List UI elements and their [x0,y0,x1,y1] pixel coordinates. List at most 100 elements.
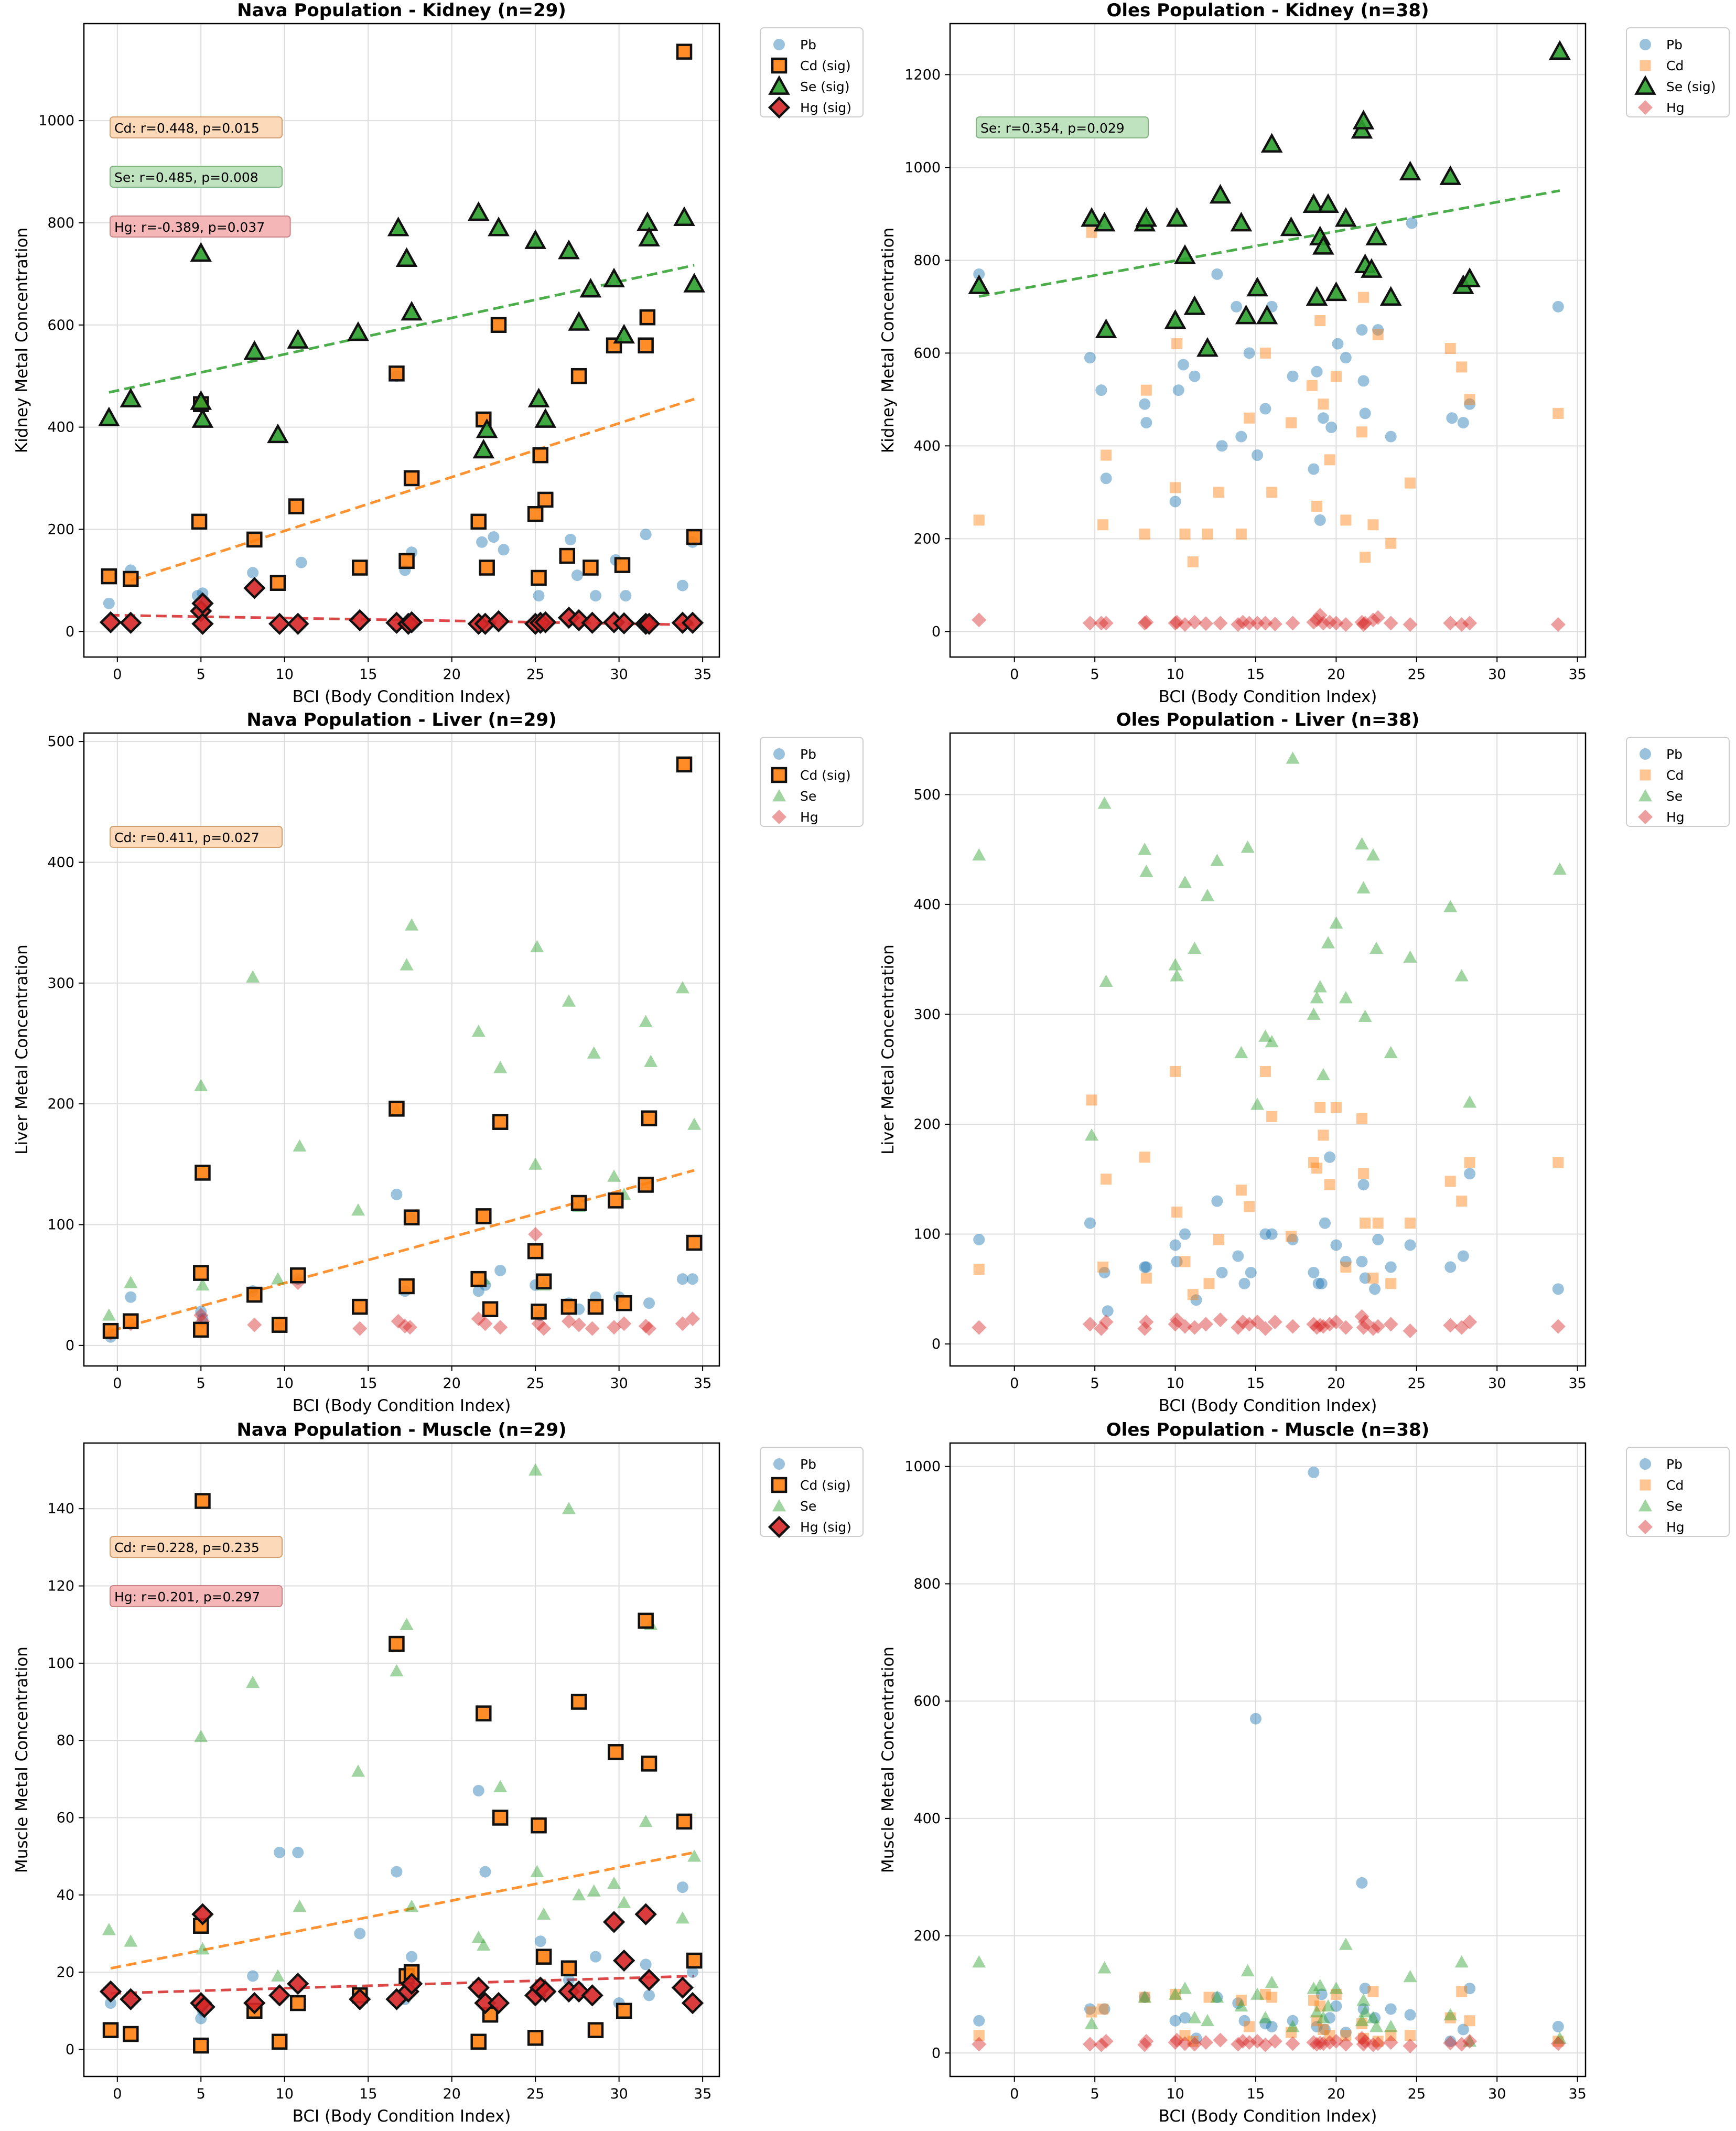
data-point [1322,615,1338,630]
x-tick-label: 5 [1091,1375,1099,1392]
data-point [1454,1320,1469,1335]
data-point [531,1304,547,1320]
y-tick-label: 200 [47,1096,74,1112]
data-point [120,1988,142,2010]
data-point [675,1911,689,1924]
data-point [191,513,208,530]
data-point [1259,1988,1271,2000]
data-point [1242,2035,1257,2050]
data-point [1187,556,1199,568]
data-point [1235,304,1257,325]
legend-label: Hg [1666,100,1685,115]
data-point [589,1951,601,1963]
data-point [471,1930,486,1943]
data-point [1403,617,1418,632]
legend-label: Hg [800,810,818,825]
legend-marker [768,1515,791,1538]
data-point [1329,616,1344,631]
data-point [196,1278,210,1291]
data-point [1097,1961,1112,1974]
data-point [687,1117,702,1130]
data-point [613,612,635,634]
stat-annotation-box [110,166,283,188]
data-point [482,1301,499,1317]
data-point [1309,2037,1324,2052]
data-point [1316,2036,1331,2051]
x-tick-label: 10 [1166,666,1184,683]
x-tick-label: 20 [443,666,461,683]
legend-label: Hg [1666,810,1685,825]
data-point [1444,342,1456,354]
plot-frame [83,732,720,1367]
data-point [1285,417,1297,428]
data-point [617,1316,632,1331]
data-point [292,1846,304,1858]
y-tick-label: 600 [913,345,941,361]
data-point [391,1314,406,1329]
data-point [570,1194,587,1211]
data-point [1137,1321,1152,1336]
data-point [1354,2031,1370,2046]
data-point [972,2037,987,2052]
data-point [1306,286,1328,306]
data-point [1094,1321,1109,1336]
data-point [972,848,986,860]
data-point [467,201,490,221]
x-tick-label: 0 [1010,666,1019,683]
data-point [1183,295,1206,315]
x-tick-label: 10 [276,2086,294,2102]
data-point [616,2003,632,2019]
data-point [1266,2020,1278,2032]
data-point [536,1321,552,1336]
data-point [1372,1218,1384,1229]
data-point [1259,347,1271,359]
legend-marker [772,1499,786,1512]
data-point [1210,854,1224,866]
data-point [1370,2019,1384,2032]
data-point [1306,1317,1321,1332]
data-point [287,1973,309,1995]
data-point [1139,615,1154,630]
data-point [579,277,602,298]
data-point [1443,900,1458,912]
data-point [1549,40,1571,60]
data-point [390,1664,404,1676]
data-point [1164,309,1187,329]
data-point [1372,329,1384,340]
stat-annotation: Se: r=0.354, p=0.029 [980,121,1125,136]
data-point [1334,207,1357,227]
x-tick-label: 35 [1568,2086,1586,2102]
data-point [1095,384,1107,396]
data-point [1314,514,1326,526]
data-point [1324,1151,1336,1163]
data-point [1260,133,1283,153]
data-point [638,1318,653,1333]
y-tick-label: 0 [932,623,941,640]
data-point [562,1502,576,1514]
data-point [290,1267,306,1284]
data-point [1084,352,1096,364]
data-point [1314,2000,1326,2012]
data-point [1365,225,1387,245]
data-point [638,1612,654,1629]
data-point [1098,1315,1114,1330]
legend-marker [1640,1479,1651,1491]
data-point [1210,1990,1224,2003]
data-point [1446,412,1458,424]
plot-frame [83,1442,720,2078]
legend-label: Pb [1666,1457,1683,1472]
y-tick-label: 200 [47,521,74,537]
data-point [193,1321,209,1338]
data-point [1216,440,1228,452]
data-point [1316,616,1331,631]
data-point [1356,881,1371,894]
data-point [1317,412,1329,424]
x-tick-label: 35 [1568,1375,1586,1392]
data-point [1250,1987,1265,2000]
data-point [470,513,487,530]
data-point [638,337,654,353]
data-point [1464,1168,1476,1180]
data-point [1082,616,1097,631]
data-point [638,227,660,247]
data-point [1329,1315,1344,1330]
